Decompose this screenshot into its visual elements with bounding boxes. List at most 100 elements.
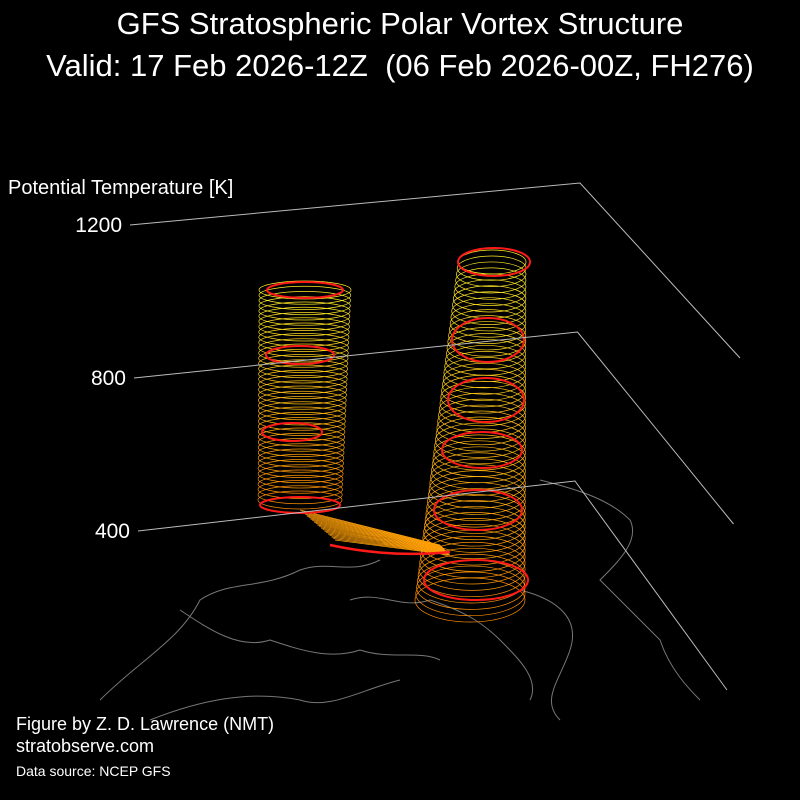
contour xyxy=(303,512,442,547)
contour xyxy=(457,247,531,277)
contour xyxy=(299,509,441,546)
contour xyxy=(258,390,347,410)
credit: Figure by Z. D. Lawrence (NMT) xyxy=(16,714,274,734)
contour xyxy=(308,517,443,548)
contour xyxy=(431,446,526,484)
contour xyxy=(419,541,526,585)
chart-subtitle: Valid: 17 Feb 2026-12Z (06 Feb 2026-00Z,… xyxy=(46,48,754,83)
contour xyxy=(258,417,346,436)
grid-line xyxy=(137,480,728,691)
contour xyxy=(257,453,344,473)
contour xyxy=(257,432,345,452)
contour xyxy=(258,285,352,305)
contour xyxy=(455,267,527,294)
contour xyxy=(258,338,349,358)
contour xyxy=(301,511,441,546)
contour xyxy=(257,427,346,447)
contour xyxy=(439,386,526,420)
contour xyxy=(324,530,448,553)
source: Data source: NCEP GFS xyxy=(16,763,171,779)
contour xyxy=(310,518,444,549)
contour xyxy=(258,327,350,347)
contour xyxy=(451,297,527,325)
contour xyxy=(456,261,527,288)
contour xyxy=(258,280,352,300)
contour xyxy=(432,440,526,477)
contour xyxy=(257,464,344,484)
website: stratobserve.com xyxy=(16,736,154,756)
contour xyxy=(449,315,527,344)
contour xyxy=(447,377,525,423)
contour xyxy=(258,312,351,331)
contour xyxy=(434,428,526,465)
z-tick-label: 400 xyxy=(95,520,130,543)
contour xyxy=(418,547,526,591)
contour xyxy=(258,411,346,431)
contour xyxy=(305,514,442,547)
grid-line xyxy=(129,182,741,359)
contour xyxy=(257,459,344,478)
contour xyxy=(306,515,443,548)
contour xyxy=(423,512,526,553)
contour xyxy=(424,506,526,547)
contour xyxy=(259,496,341,514)
contour xyxy=(327,533,449,554)
contour xyxy=(258,380,348,400)
contour xyxy=(445,339,527,370)
contour xyxy=(258,354,349,373)
coastline xyxy=(349,596,534,701)
contour xyxy=(261,422,323,442)
contour xyxy=(424,500,526,541)
contour xyxy=(329,535,449,554)
contour xyxy=(430,458,526,496)
contour xyxy=(257,485,343,505)
contour xyxy=(258,333,350,352)
contour xyxy=(258,375,348,394)
contour xyxy=(452,285,527,313)
contour xyxy=(437,404,526,439)
contour xyxy=(450,303,527,332)
contour xyxy=(422,518,526,560)
contour xyxy=(453,279,527,306)
contour xyxy=(415,571,526,617)
contour xyxy=(436,410,526,446)
contour xyxy=(423,559,529,601)
coastline xyxy=(99,559,381,701)
contour xyxy=(266,281,344,299)
contour xyxy=(426,488,526,528)
contour xyxy=(446,333,527,363)
contour xyxy=(448,321,527,351)
coastlines xyxy=(99,479,701,721)
contour xyxy=(333,538,450,555)
contour xyxy=(433,489,523,531)
contour xyxy=(257,469,344,489)
contour xyxy=(421,523,526,566)
contour xyxy=(312,520,444,549)
contour xyxy=(257,474,344,494)
contour xyxy=(257,448,345,468)
chart-title: GFS Stratospheric Polar Vortex Structure xyxy=(117,6,684,41)
contour xyxy=(428,470,526,509)
contour xyxy=(433,434,526,471)
contour xyxy=(258,348,349,368)
contour xyxy=(257,490,343,510)
contour xyxy=(258,401,347,421)
contour xyxy=(417,553,526,598)
contour xyxy=(442,362,527,395)
contour xyxy=(258,406,346,426)
contour xyxy=(319,526,446,551)
contour xyxy=(258,296,351,316)
z-tick-label: 1200 xyxy=(75,214,122,237)
grid-line xyxy=(133,331,734,525)
contour xyxy=(329,543,451,556)
vortex xyxy=(257,247,531,623)
coastline xyxy=(539,479,701,701)
contour xyxy=(451,317,525,363)
contour xyxy=(429,464,526,503)
contour xyxy=(258,369,348,389)
contour xyxy=(438,392,526,427)
contour xyxy=(258,359,348,379)
contour xyxy=(443,356,527,389)
contour xyxy=(258,385,347,405)
contour xyxy=(434,422,526,458)
